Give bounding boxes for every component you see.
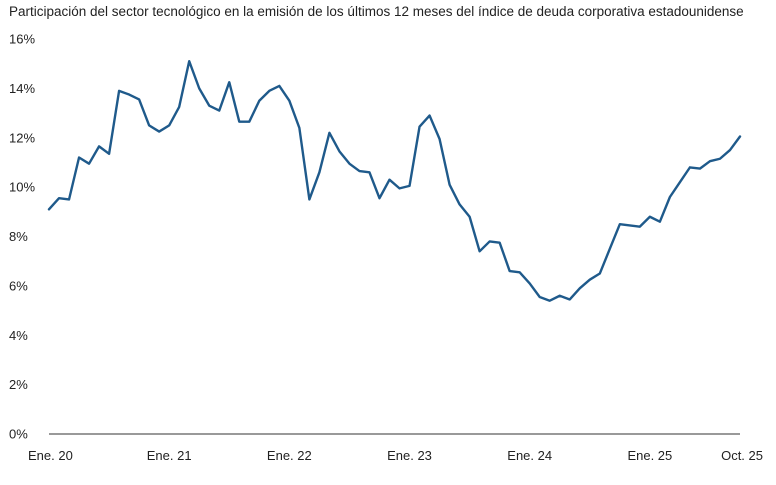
y-tick-label: 10% [9, 180, 35, 195]
chart-title: Participación del sector tecnológico en … [9, 4, 744, 19]
x-tick-label: Ene. 25 [627, 448, 672, 463]
y-tick-label: 12% [9, 130, 35, 145]
y-axis-ticks: 0% 2% 4% 6% 8% 10% 12% 14% 16% [9, 32, 35, 442]
y-tick-label: 16% [9, 32, 35, 47]
y-tick-label: 8% [9, 229, 28, 244]
x-tick-label: Ene. 22 [267, 448, 312, 463]
y-tick-label: 6% [9, 278, 28, 293]
x-tick-label: Oct. 25 [721, 448, 763, 463]
x-axis-ticks: Ene. 20 Ene. 21 Ene. 22 Ene. 23 Ene. 24 Ene. … [28, 448, 763, 463]
x-tick-label: Ene. 21 [147, 448, 192, 463]
x-tick-label: Ene. 23 [387, 448, 432, 463]
series-line [47, 60, 742, 302]
y-tick-label: 4% [9, 328, 28, 343]
y-tick-label: 14% [9, 81, 35, 96]
x-tick-label: Ene. 24 [507, 448, 552, 463]
series-layer [47, 60, 742, 302]
x-tick-label: Ene. 20 [28, 448, 73, 463]
y-tick-label: 0% [9, 427, 28, 442]
y-tick-label: 2% [9, 377, 28, 392]
